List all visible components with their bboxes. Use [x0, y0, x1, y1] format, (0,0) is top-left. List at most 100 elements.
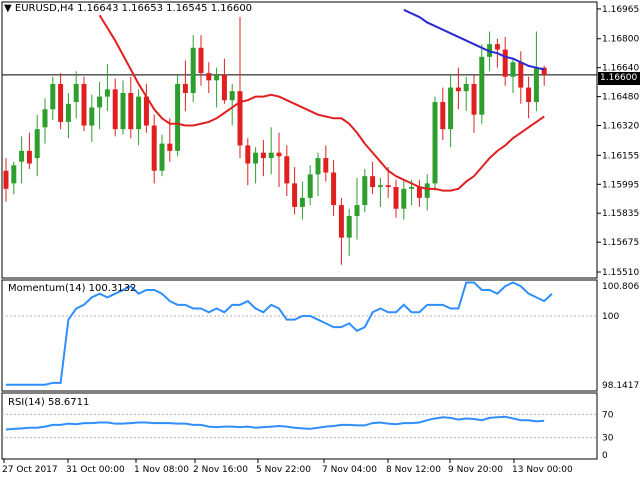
candle-body	[276, 152, 282, 157]
x-axis-label: 13 Nov 00:00	[512, 465, 573, 475]
candle-body	[331, 172, 337, 206]
candle-body	[401, 188, 407, 209]
y-tick-label: 1.16480	[602, 93, 639, 103]
candle-body	[11, 165, 17, 184]
ohlc-values: 1.16643 1.16653 1.16545 1.16600	[77, 3, 253, 14]
momentum-tick-label: 98.1417	[602, 381, 639, 391]
candle-body	[42, 109, 48, 128]
y-tick-label: 1.15995	[602, 180, 639, 190]
candle-body	[237, 91, 243, 146]
candle-body	[19, 150, 25, 162]
candle-body	[253, 152, 259, 164]
ma-slow-line	[403, 8, 545, 71]
candle-body	[479, 56, 485, 115]
candle-body	[136, 96, 142, 130]
candle-body	[307, 174, 313, 198]
momentum-panel-frame	[1, 279, 598, 392]
current-price-tag: 1.16600	[598, 72, 640, 85]
main-panel-frame	[1, 1, 598, 279]
candle-body	[533, 67, 539, 103]
momentum-title: Momentum(14) 100.3132	[8, 283, 137, 294]
dropdown-triangle-icon[interactable]: ▼	[4, 3, 12, 14]
candle-body	[323, 158, 329, 173]
candle-body	[494, 44, 500, 50]
ma-fast-line	[98, 14, 545, 192]
rsi-tick-label: 0	[602, 451, 608, 461]
x-axis-label: 9 Nov 20:00	[448, 465, 503, 475]
candle-body	[190, 47, 196, 93]
candle-body	[526, 87, 532, 103]
candle-body	[393, 187, 399, 209]
symbol-title: ▼ EURUSD,H4 1.16643 1.16653 1.16545 1.16…	[4, 3, 252, 14]
candle-body	[89, 107, 95, 126]
candle-body	[424, 183, 430, 198]
candle-body	[370, 176, 376, 188]
candle-body	[175, 83, 181, 151]
candle-body	[338, 205, 344, 238]
candle-body	[206, 73, 212, 81]
y-tick-label: 1.16320	[602, 122, 639, 132]
y-tick-label: 1.15675	[602, 238, 639, 248]
candle-body	[182, 83, 188, 93]
candle-body	[432, 102, 438, 184]
x-axis-label: 2 Nov 16:00	[193, 465, 248, 475]
candle-body	[50, 83, 56, 110]
y-tick-label: 1.15835	[602, 209, 639, 219]
candle-body	[354, 205, 360, 216]
candle-body	[268, 152, 274, 159]
rsi-tick-label: 70	[602, 410, 614, 420]
x-axis-label: 31 Oct 00:00	[66, 465, 125, 475]
candle-body	[97, 96, 103, 108]
y-tick-label: 1.15510	[602, 268, 639, 278]
candle-body	[34, 129, 40, 159]
candle-body	[416, 187, 422, 198]
rsi-tick-label: 30	[602, 434, 614, 444]
candle-body	[377, 185, 383, 188]
momentum-tick-label: 100	[602, 312, 619, 322]
candle-body	[471, 83, 477, 115]
candle-body	[292, 183, 298, 207]
candle-body	[159, 143, 165, 171]
candle-body	[229, 91, 235, 101]
candle-body	[455, 87, 461, 92]
x-axis-label: 27 Oct 2017	[2, 465, 58, 475]
candle-body	[167, 143, 173, 151]
candle-body	[128, 92, 134, 130]
candle-body	[518, 62, 524, 88]
x-axis-label: 7 Nov 04:00	[322, 465, 377, 475]
candle-body	[440, 102, 446, 130]
candle-body	[245, 145, 251, 164]
y-tick-label: 1.16155	[602, 151, 639, 161]
candle-body	[385, 185, 391, 188]
symbol-timeframe: EURUSD,H4	[14, 3, 74, 14]
candle-body	[143, 96, 149, 126]
candle-body	[65, 103, 71, 122]
candle-body	[541, 67, 547, 75]
candle-body	[502, 49, 508, 77]
candle-body	[299, 197, 305, 207]
candle-body	[362, 176, 368, 206]
candle-body	[315, 158, 321, 175]
rsi-panel-frame	[1, 392, 598, 460]
candle-body	[198, 47, 204, 74]
candle-body	[120, 92, 126, 130]
candle-body	[73, 83, 79, 103]
candle-body	[260, 152, 266, 159]
candle-body	[448, 87, 454, 130]
momentum-tick-label: 100.8065	[602, 282, 640, 292]
candle-body	[284, 156, 290, 184]
candle-body	[3, 170, 9, 189]
x-axis-label: 5 Nov 22:00	[256, 465, 311, 475]
candle-body	[463, 83, 469, 92]
rsi-line	[5, 415, 545, 431]
candle-body	[58, 83, 64, 122]
x-axis-label: 1 Nov 08:00	[134, 465, 189, 475]
candle-body	[346, 215, 352, 238]
candle-body	[221, 74, 227, 101]
momentum-line	[6, 281, 553, 386]
rsi-title: RSI(14) 58.6711	[8, 397, 90, 408]
candle-body	[112, 89, 118, 130]
candle-body	[81, 83, 87, 126]
y-tick-label: 1.16640	[602, 64, 639, 74]
